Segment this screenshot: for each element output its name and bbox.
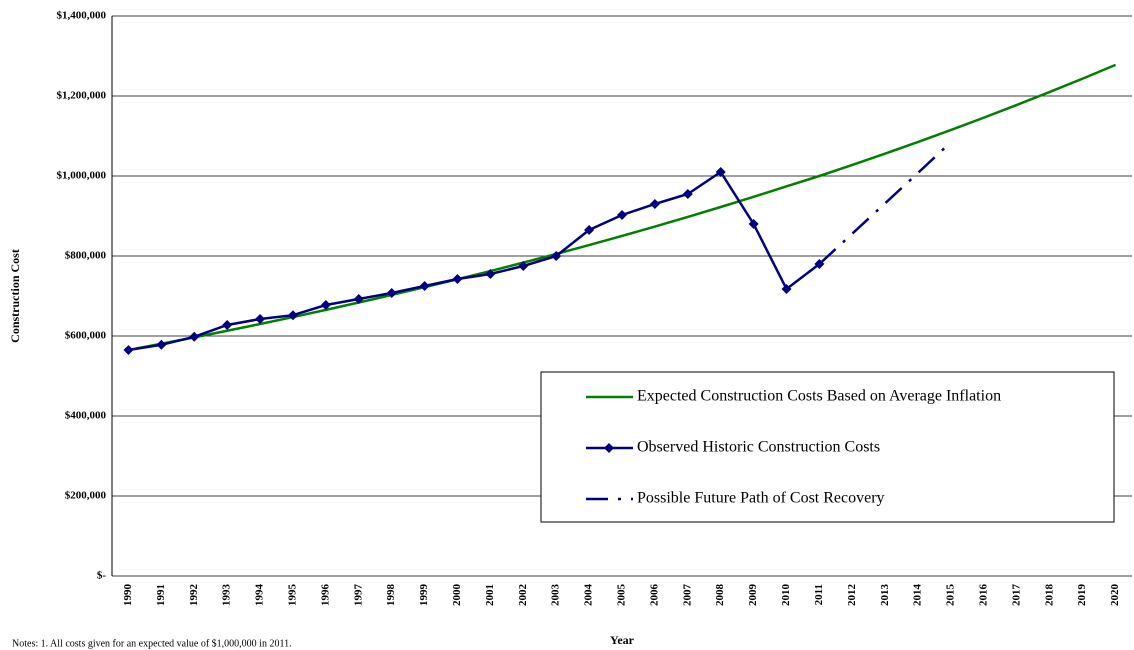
- x-tick-label: 2013: [879, 584, 891, 607]
- x-tick-label: 1999: [418, 584, 430, 607]
- marker: [452, 274, 463, 284]
- x-tick-label: 2015: [945, 584, 957, 607]
- marker: [649, 199, 660, 209]
- y-tick-label: $-: [97, 570, 107, 582]
- x-tick-label: 2014: [912, 584, 924, 607]
- y-tick-label: $600,000: [65, 330, 107, 342]
- x-tick-label: 2001: [484, 584, 496, 606]
- marker: [320, 300, 331, 310]
- x-tick-label: 1997: [352, 584, 364, 607]
- x-tick-label: 2017: [1010, 583, 1022, 606]
- x-tick-label: 2016: [977, 584, 989, 607]
- y-tick-label: $400,000: [65, 410, 107, 422]
- x-tick-label: 2002: [517, 584, 529, 607]
- marker: [551, 251, 562, 261]
- x-tick-label: 2018: [1043, 584, 1055, 607]
- marker: [781, 284, 792, 294]
- legend-label: Possible Future Path of Cost Recovery: [637, 490, 885, 507]
- marker: [123, 345, 134, 355]
- y-tick-label: $1,000,000: [57, 170, 107, 182]
- marker: [222, 320, 233, 330]
- x-axis-label: Year: [610, 633, 635, 647]
- x-tick-label: 2010: [780, 584, 792, 607]
- marker: [715, 167, 726, 177]
- x-tick-label: 2006: [648, 584, 660, 607]
- y-tick-label: $200,000: [65, 490, 107, 502]
- marker: [287, 310, 298, 321]
- series-line: [128, 63, 1117, 352]
- y-tick-label: $800,000: [65, 250, 107, 262]
- x-tick-label: 1991: [155, 584, 167, 606]
- marker: [189, 331, 200, 342]
- x-tick-label: 2004: [583, 584, 595, 607]
- x-tick-label: 1995: [286, 584, 298, 607]
- notes: Notes: 1. All costs given for an expecte…: [12, 638, 292, 649]
- marker: [748, 219, 759, 229]
- y-tick-label: $1,400,000: [57, 10, 107, 22]
- x-tick-label: 2020: [1109, 584, 1121, 607]
- legend-marker: [604, 443, 614, 453]
- marker: [419, 281, 430, 291]
- x-tick-label: 2008: [714, 584, 726, 607]
- x-tick-label: 2007: [681, 584, 693, 607]
- marker: [485, 269, 496, 279]
- x-tick-label: 1993: [221, 584, 233, 607]
- x-tick-label: 2005: [616, 584, 628, 607]
- x-tick-label: 2003: [550, 584, 562, 607]
- marker: [518, 261, 529, 271]
- marker: [584, 225, 595, 235]
- x-tick-label: 2012: [846, 584, 858, 607]
- legend-label: Expected Construction Costs Based on Ave…: [637, 388, 1001, 405]
- marker: [255, 314, 266, 324]
- x-tick-label: 2009: [747, 584, 759, 607]
- legend-label: Observed Historic Construction Costs: [637, 439, 880, 456]
- y-axis-label: Construction Cost: [8, 249, 22, 343]
- legend-box: [540, 371, 1115, 523]
- marker: [353, 294, 364, 304]
- y-tick-label: $1,200,000: [57, 90, 107, 102]
- x-tick-label: 2000: [451, 584, 463, 607]
- x-tick-label: 1992: [188, 584, 200, 607]
- x-tick-label: 1994: [254, 584, 266, 607]
- marker: [682, 189, 693, 199]
- x-tick-label: 1998: [385, 584, 397, 607]
- marker: [156, 339, 167, 350]
- marker: [386, 288, 397, 298]
- x-tick-label: 2011: [813, 584, 825, 605]
- x-tick-label: 2019: [1076, 584, 1088, 607]
- marker: [617, 210, 627, 220]
- x-tick-label: 1996: [319, 584, 331, 607]
- series-line: [128, 170, 821, 352]
- series-line: [818, 141, 952, 265]
- x-tick-label: 1990: [122, 584, 134, 607]
